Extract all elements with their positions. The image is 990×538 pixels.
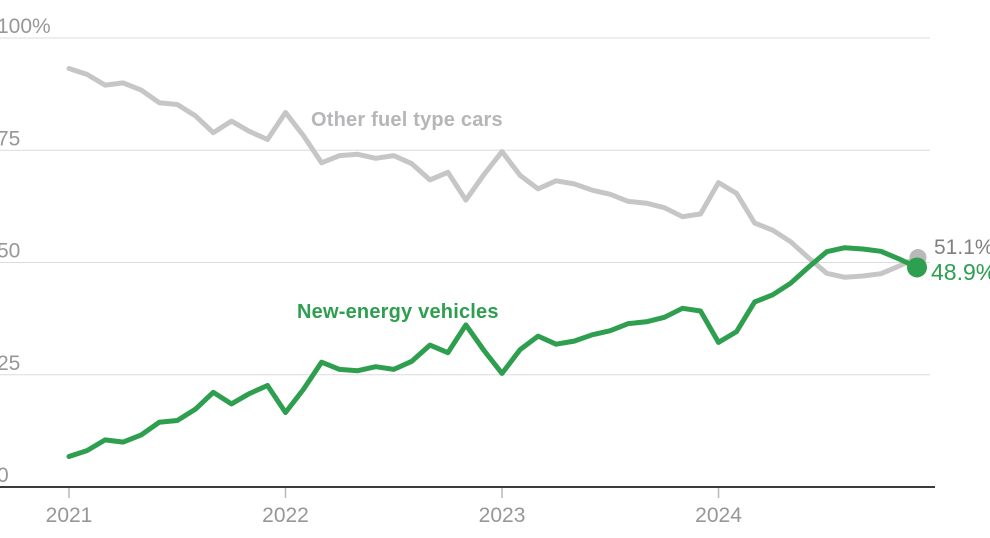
other-fuel-line xyxy=(66,66,920,280)
new-energy-endpoint-dot xyxy=(907,257,927,278)
series-label-other-fuel: Other fuel type cars xyxy=(311,109,503,131)
x-tick-label-2024: 2024 xyxy=(695,504,742,527)
end-value-other-fuel: 51.1% xyxy=(934,236,990,259)
series-label-new-energy: New-energy vehicles xyxy=(297,301,499,323)
x-tick-label-2023: 2023 xyxy=(479,504,526,527)
y-tick-label-75: 75 xyxy=(0,127,20,150)
y-tick-label-0: 0 xyxy=(0,464,9,487)
y-tick-label-50: 50 xyxy=(0,240,20,263)
y-tick-label-100: 100% xyxy=(0,15,51,38)
x-tick-label-2022: 2022 xyxy=(262,504,309,527)
new-energy-line xyxy=(66,245,920,459)
y-tick-label-25: 25 xyxy=(0,352,20,375)
end-value-new-energy: 48.9% xyxy=(931,259,990,285)
x-tick-label-2021: 2021 xyxy=(46,504,93,527)
